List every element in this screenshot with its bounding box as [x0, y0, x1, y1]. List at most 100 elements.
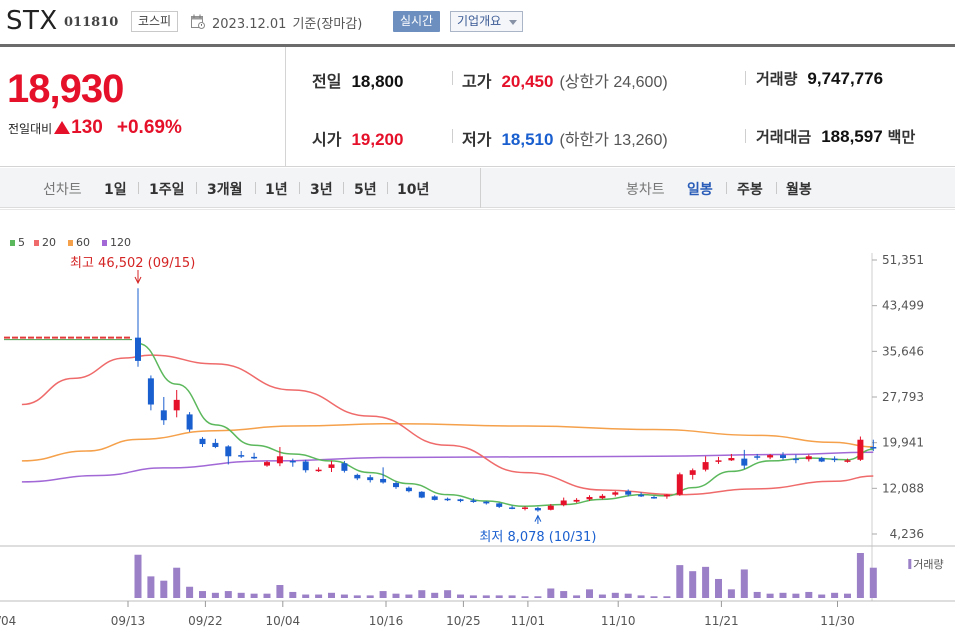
open-label: 시가: [312, 130, 342, 149]
volume-bar: [650, 596, 658, 598]
upper-limit-label: (상한가: [559, 74, 609, 91]
candle-body: [147, 378, 154, 405]
candle-body: [315, 469, 322, 472]
volume-bar: [727, 589, 735, 598]
candle-body: [186, 414, 193, 430]
candle-daily[interactable]: 일봉: [687, 182, 713, 198]
legend-swatch-5: [10, 240, 15, 246]
candle-body: [483, 501, 490, 504]
candle-body: [651, 496, 657, 499]
volume-bar: [676, 565, 684, 598]
base-date: 2023.12.01 기준(장마감): [212, 13, 368, 32]
volume-label: 거래량: [913, 558, 943, 571]
candle-body: [393, 483, 399, 488]
volume-bar: [353, 595, 361, 598]
candle-body: [663, 494, 670, 497]
volume-bar: [779, 592, 787, 598]
volume-bar: [237, 592, 245, 598]
ma-line-5: [137, 342, 874, 508]
quote-divider: [285, 47, 286, 167]
trade-amount: 거래대금 188,597 백만: [756, 126, 915, 147]
amount-label: 거래대금: [756, 128, 812, 146]
change-percent: +0.69%: [116, 117, 182, 138]
period-5y[interactable]: 5년: [354, 182, 377, 198]
ma-line-60: [21, 422, 874, 462]
high-price: 고가 20,450 (상한가 24,600): [462, 68, 668, 92]
tab-separator: [299, 182, 300, 194]
volume-bar: [534, 596, 542, 598]
candle-body: [792, 458, 799, 461]
tab-separator: [387, 182, 388, 194]
volume-bar: [328, 592, 335, 598]
candle-body: [599, 495, 606, 499]
volume-bar: [340, 594, 348, 598]
volume-label: 거래량: [756, 70, 798, 88]
period-3m[interactable]: 3개월: [207, 182, 243, 198]
volume-bar: [573, 595, 581, 598]
up-triangle-icon: [54, 121, 71, 134]
prev-close-value: 18,800: [351, 72, 404, 91]
company-overview-dropdown[interactable]: 기업개요: [450, 11, 523, 32]
open-value: 19,200: [351, 130, 404, 149]
period-1y[interactable]: 1년: [265, 182, 288, 198]
tab-separator: [726, 182, 727, 194]
candle-body: [457, 499, 464, 502]
volume-value: 9,747,776: [807, 69, 884, 88]
period-10y[interactable]: 10년: [397, 182, 430, 198]
tab-separator: [776, 182, 777, 194]
candle-body: [676, 474, 683, 495]
stock-name: STX: [6, 6, 58, 36]
volume-bar: [289, 591, 297, 598]
volume-bar: [740, 569, 748, 598]
high-label: 고가: [462, 72, 492, 91]
col-sep: [452, 129, 453, 143]
candle-body: [625, 491, 632, 495]
y-tick-label: 19,941: [882, 436, 924, 450]
candle-body: [831, 458, 838, 461]
volume: 거래량 9,747,776: [756, 68, 883, 89]
price-chart[interactable]: 5 20 60 120 51,351 43,499 35,646 27,793 19,941 12…: [0, 209, 955, 643]
candle-body: [199, 438, 206, 445]
x-tick-label: 10/25: [446, 614, 481, 628]
volume-bar: [521, 596, 529, 598]
volume-bar: [276, 585, 284, 598]
volume-bar: [457, 594, 464, 598]
volume-bar: [586, 589, 593, 598]
volume-bar: [598, 594, 606, 598]
candle-body: [251, 456, 258, 459]
stock-code: 011810: [64, 15, 119, 30]
calendar-icon: [191, 14, 205, 29]
min-price-label: 최저 8,078 (10/31): [479, 530, 596, 545]
volume-bar: [134, 554, 142, 598]
upper-limit: (상한가 24,600): [559, 68, 667, 92]
candle-body: [689, 470, 696, 475]
change-label: 전일대비: [8, 122, 53, 136]
candle-body: [715, 460, 722, 462]
volume-bar: [379, 591, 387, 598]
legend-label-60: 60: [76, 236, 90, 249]
prev-close: 전일 18,800: [312, 68, 403, 92]
volume-bar: [637, 595, 645, 598]
volume-bar: [753, 591, 761, 598]
volume-bar: [263, 593, 271, 598]
volume-bar: [366, 595, 374, 598]
candle-monthly[interactable]: 월봉: [786, 182, 812, 198]
volume-bar: [702, 566, 710, 598]
company-overview-label: 기업개요: [457, 14, 502, 28]
tab-separator: [255, 182, 256, 194]
volume-bar: [160, 580, 168, 598]
candle-weekly[interactable]: 주봉: [737, 182, 763, 198]
period-1d[interactable]: 1일: [104, 182, 127, 198]
amount-value: 188,597: [821, 127, 883, 146]
realtime-button[interactable]: 실시간: [393, 11, 440, 32]
volume-bar: [147, 576, 155, 598]
volume-bar: [831, 592, 839, 598]
period-1w[interactable]: 1주일: [149, 182, 185, 198]
candle-body: [367, 477, 374, 481]
volume-bar: [392, 593, 400, 598]
legend-swatch-20: [34, 240, 39, 246]
y-tick-label: 27,793: [882, 390, 924, 404]
volume-bar: [186, 586, 194, 598]
period-3y[interactable]: 3년: [310, 182, 333, 198]
candle-body: [276, 456, 283, 464]
